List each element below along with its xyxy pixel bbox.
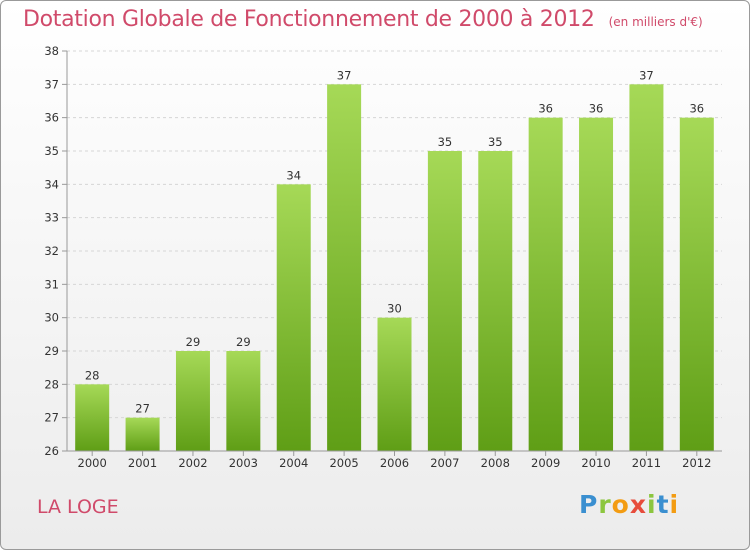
bar	[528, 117, 563, 452]
axes	[62, 50, 722, 456]
bar-value-label: 37	[337, 68, 352, 82]
bar-value-label: 34	[286, 168, 301, 182]
bar-value-label: 36	[538, 102, 553, 116]
bar-value-label: 27	[135, 402, 150, 416]
bar-value-label: 29	[186, 335, 201, 349]
logo-letter: P	[579, 490, 599, 519]
x-tick-label: 2003	[229, 456, 258, 470]
logo-letter: t	[656, 490, 670, 519]
logo-letter: o	[611, 490, 630, 519]
x-tick-label: 2010	[581, 456, 610, 470]
x-tick-label: 2012	[682, 456, 711, 470]
logo-letter: x	[629, 490, 647, 519]
y-tick-label: 26	[44, 444, 59, 458]
x-tick-label: 2000	[78, 456, 107, 470]
y-tick-label: 28	[44, 377, 59, 391]
x-tick-label: 2006	[380, 456, 409, 470]
x-tick-label: 2011	[632, 456, 661, 470]
y-tick-label: 29	[44, 344, 59, 358]
x-tick-label: 2001	[128, 456, 157, 470]
bar	[427, 151, 462, 451]
y-tick-label: 37	[44, 77, 59, 91]
title-text: Dotation Globale de Fonctionnement de 20…	[23, 7, 595, 32]
title-unit: (en milliers d'€)	[608, 15, 703, 29]
x-tick-label: 2007	[430, 456, 459, 470]
chart-title: Dotation Globale de Fonctionnement de 20…	[23, 7, 703, 32]
bar	[679, 117, 714, 452]
bar-value-label: 37	[639, 68, 654, 82]
bar-value-label: 29	[236, 335, 251, 349]
y-tick-label: 30	[44, 311, 59, 325]
proxiti-logo: Proxiti	[579, 490, 679, 519]
x-tick-label: 2005	[329, 456, 358, 470]
y-tick-label: 34	[44, 177, 59, 191]
bar	[478, 151, 513, 451]
y-tick-label: 31	[44, 277, 59, 291]
bar-value-label: 36	[689, 102, 704, 116]
bar-value-label: 35	[488, 135, 503, 149]
x-tick-label: 2004	[279, 456, 308, 470]
bar-value-label: 35	[438, 135, 453, 149]
bar-value-label: 30	[387, 302, 402, 316]
commune-name: LA LOGE	[37, 496, 119, 518]
bar	[276, 184, 311, 452]
y-tick-label: 32	[44, 244, 59, 258]
bar	[75, 384, 110, 451]
bar	[226, 351, 261, 451]
y-tick-label: 27	[44, 411, 59, 425]
y-tick-label: 36	[44, 111, 59, 125]
bar	[629, 84, 664, 451]
bars	[75, 84, 714, 452]
bar-value-label: 28	[85, 368, 100, 382]
bar	[579, 117, 614, 452]
y-tick-label: 33	[44, 211, 59, 225]
y-tick-label: 35	[44, 144, 59, 158]
bar	[175, 351, 210, 451]
logo-letter: i	[647, 490, 657, 519]
y-tick-label: 38	[44, 44, 59, 58]
bar	[125, 417, 160, 451]
bar-value-label: 36	[589, 102, 604, 116]
x-tick-label: 2009	[531, 456, 560, 470]
x-tick-label: 2002	[178, 456, 207, 470]
bar	[377, 317, 412, 451]
logo-letter: i	[669, 490, 680, 519]
logo-letter: r	[598, 490, 612, 519]
bar	[327, 84, 362, 451]
labels: 26 27 28 29 30 31 32 33 34 35 36 37 38 2000 28 2001 27 20…	[44, 44, 711, 470]
x-tick-label: 2008	[481, 456, 510, 470]
